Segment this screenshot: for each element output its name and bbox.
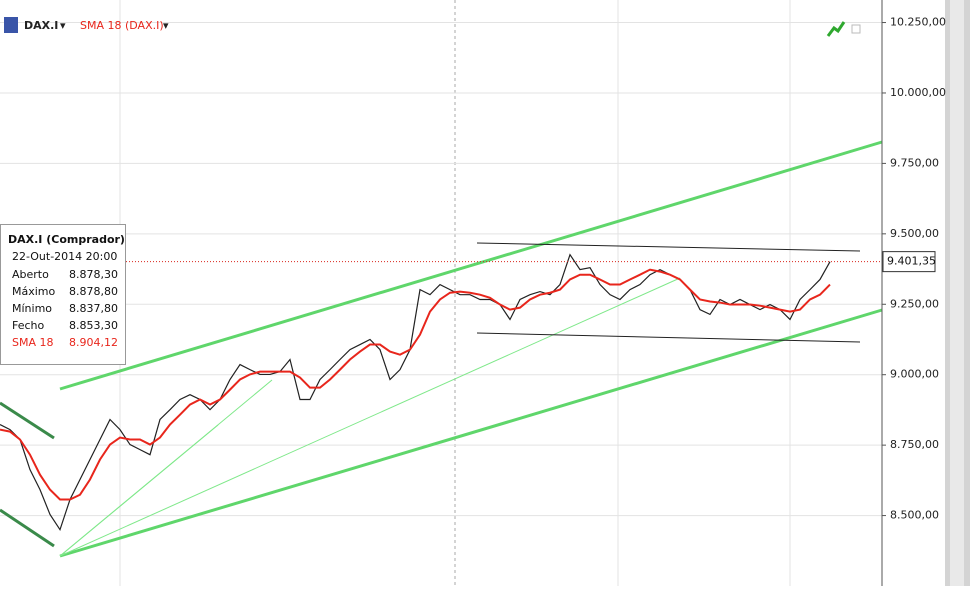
info-date: 22-Out-2014 20:00 [12, 250, 117, 263]
y-tick-label: 9.500,00 [890, 227, 939, 240]
info-box: DAX.I (Comprador) 22-Out-2014 20:00 Aber… [0, 224, 126, 365]
info-label: Aberto [12, 268, 49, 281]
info-label: SMA 18 [12, 336, 54, 349]
y-tick-label: 10.250,00 [890, 16, 946, 29]
fan-lines [59, 277, 681, 557]
symbol-icon[interactable] [4, 17, 18, 33]
legend-entry[interactable]: DAX.I [24, 19, 58, 32]
y-tick-label: 10.000,00 [890, 86, 946, 99]
info-value: 8.878,30 [69, 268, 118, 281]
last-price-label: 9.401,35 [887, 255, 936, 268]
info-value: 8.853,30 [69, 319, 118, 332]
trendlines [0, 140, 883, 558]
info-label: Mínimo [12, 302, 52, 315]
y-tick-label: 8.750,00 [890, 438, 939, 451]
dropdown-arrow[interactable]: ▾ [163, 19, 169, 32]
dropdown-arrow[interactable]: ▾ [60, 19, 66, 32]
info-value: 8.904,12 [69, 336, 118, 349]
close-icon[interactable] [851, 24, 861, 34]
price-line [0, 253, 831, 532]
legend-entry[interactable]: SMA 18 (DAX.I) [80, 19, 164, 32]
info-value: 8.878,80 [69, 285, 118, 298]
info-label: Máximo [12, 285, 56, 298]
info-value: 8.837,80 [69, 302, 118, 315]
last-price-box [882, 251, 936, 273]
scroll-thumb[interactable] [950, 0, 964, 586]
y-tick-label: 9.000,00 [890, 368, 939, 381]
y-tick-label: 9.250,00 [890, 297, 939, 310]
sma-line [0, 268, 831, 501]
y-tick-label: 8.500,00 [890, 509, 939, 522]
info-label: Fecho [12, 319, 45, 332]
trend-icon[interactable] [826, 21, 846, 37]
info-title: DAX.I (Comprador) [8, 233, 125, 246]
y-tick-label: 9.750,00 [890, 156, 939, 169]
axis-panel [882, 0, 945, 586]
channel-lines [476, 242, 861, 343]
